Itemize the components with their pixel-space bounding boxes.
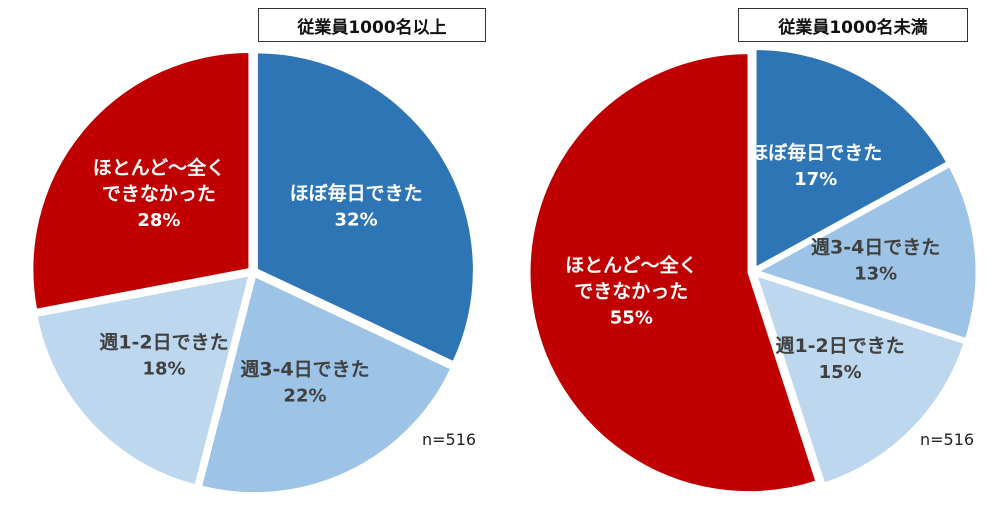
slice-percent-label: 55% (610, 307, 653, 328)
slice-category-label: ほとんど～全く (565, 253, 697, 276)
chart-title: 従業員1000名未満 (738, 8, 968, 42)
slice-1-2-days-label: 週1-2日できた 18% (99, 332, 228, 380)
slice-3-4-days-label: 週3-4日できた 22% (240, 358, 369, 406)
slice-3-4-days-label: 週3-4日できた 13% (811, 236, 940, 284)
slice-category-label: ほぼ毎日できた (290, 182, 423, 205)
slice-1-2-days (34, 272, 253, 488)
slice-daily-label: ほぼ毎日できた 32% (290, 182, 423, 231)
slice-category-label: 週3-4日できた (240, 358, 369, 380)
pie-svg: ほぼ毎日できた 32% 週3-4日できた 22% 週1-2日できた 18% ほとんど～全くで… (30, 49, 476, 496)
slice-percent-label: 22% (283, 385, 326, 406)
slice-rarely (527, 51, 819, 495)
slice-daily (753, 47, 950, 272)
slice-daily (254, 50, 476, 365)
slice-1-2-days (753, 272, 967, 486)
slice-category-label: 週1-2日できた (99, 332, 228, 354)
pie-svg: ほぼ毎日できた 17% 週3-4日できた 13% 週1-2日できた 15% ほとんど～全くで… (527, 47, 979, 495)
slice-1-2-days-label: 週1-2日できた 15% (775, 335, 904, 383)
pie-chart-large-companies: 従業員1000名以上 ほぼ毎日できた 32% 週3-4日できた 22% 週1-2日できた… (30, 8, 486, 496)
pie-chart-small-companies: 従業員1000名未満 ほぼ毎日できた 17% 週3-4日できた 13% 週1-2日できた… (500, 0, 1000, 509)
slice-3-4-days (198, 273, 454, 496)
slice-category-label: ほぼ毎日できた (749, 141, 882, 164)
slice-percent-label: 18% (142, 359, 185, 380)
slice-rarely (30, 49, 252, 313)
slice-percent-label: 17% (794, 169, 837, 190)
slice-percent-label: 13% (854, 263, 897, 284)
chart-title: 従業員1000名以上 (258, 8, 486, 42)
slice-category-label: ほとんど～全く (93, 156, 225, 179)
slice-percent-label: 28% (137, 210, 180, 231)
sample-size-label: n=516 (422, 430, 477, 449)
slice-percent-label: 15% (819, 362, 862, 383)
slice-category-label: 週1-2日できた (775, 335, 904, 357)
slice-3-4-days (753, 163, 979, 342)
sample-size-label: n=516 (920, 430, 975, 449)
slice-category-label: できなかった (574, 280, 688, 302)
slice-percent-label: 32% (335, 210, 378, 231)
slice-daily-label: ほぼ毎日できた 17% (749, 141, 882, 190)
slice-category-label: 週3-4日できた (811, 236, 940, 258)
slice-category-label: できなかった (102, 183, 216, 205)
